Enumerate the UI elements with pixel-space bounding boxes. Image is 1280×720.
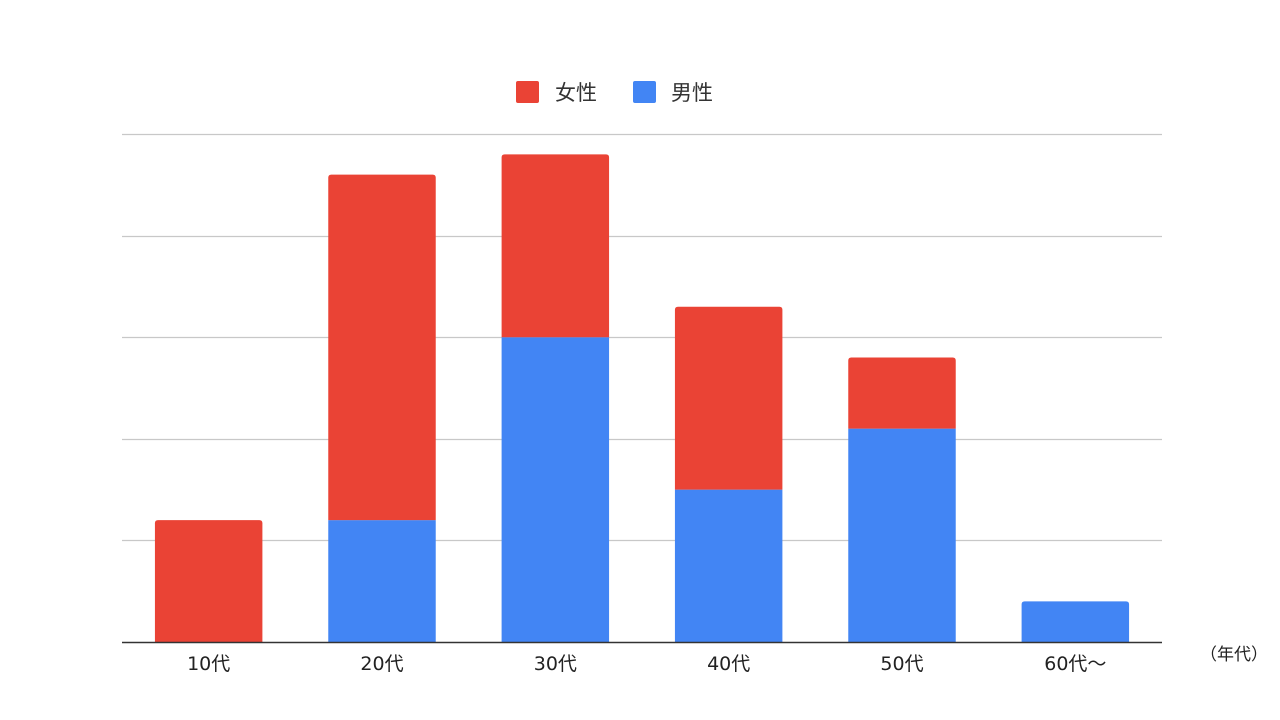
- bar-segment-male-3: [501, 337, 610, 642]
- bar-segment-female-3: [501, 154, 610, 338]
- bar-segment-male-5: [848, 428, 956, 642]
- x-tick-labels: 10代 20代 30代 40代 50代 60代〜: [187, 653, 1106, 675]
- x-tick-label: 40代: [707, 653, 750, 675]
- bar-segment-female-5: [848, 357, 956, 429]
- bar-segment-male-6: [1021, 601, 1130, 642]
- gridlines: [122, 133, 1162, 542]
- x-tick-label: 20代: [360, 653, 403, 675]
- legend-label-male: 男性: [671, 81, 713, 105]
- legend-swatch-male: [633, 81, 656, 103]
- bar-segment-male-2: [328, 520, 436, 642]
- x-tick-label: 10代: [187, 653, 230, 675]
- x-tick-label: 60代〜: [1044, 653, 1106, 675]
- bar-segment-female-1: [154, 520, 263, 642]
- bar-segment-female-2: [328, 174, 436, 521]
- legend: 女性 男性: [516, 81, 713, 105]
- x-tick-label: 30代: [534, 653, 577, 675]
- legend-swatch-female: [516, 81, 539, 103]
- x-tick-label: 50代: [880, 653, 923, 675]
- bar-segment-female-4: [674, 306, 783, 490]
- bars: [154, 154, 1130, 642]
- x-unit-label: （年代）: [1200, 645, 1268, 665]
- bar-segment-male-4: [674, 489, 783, 642]
- legend-label-female: 女性: [555, 81, 597, 105]
